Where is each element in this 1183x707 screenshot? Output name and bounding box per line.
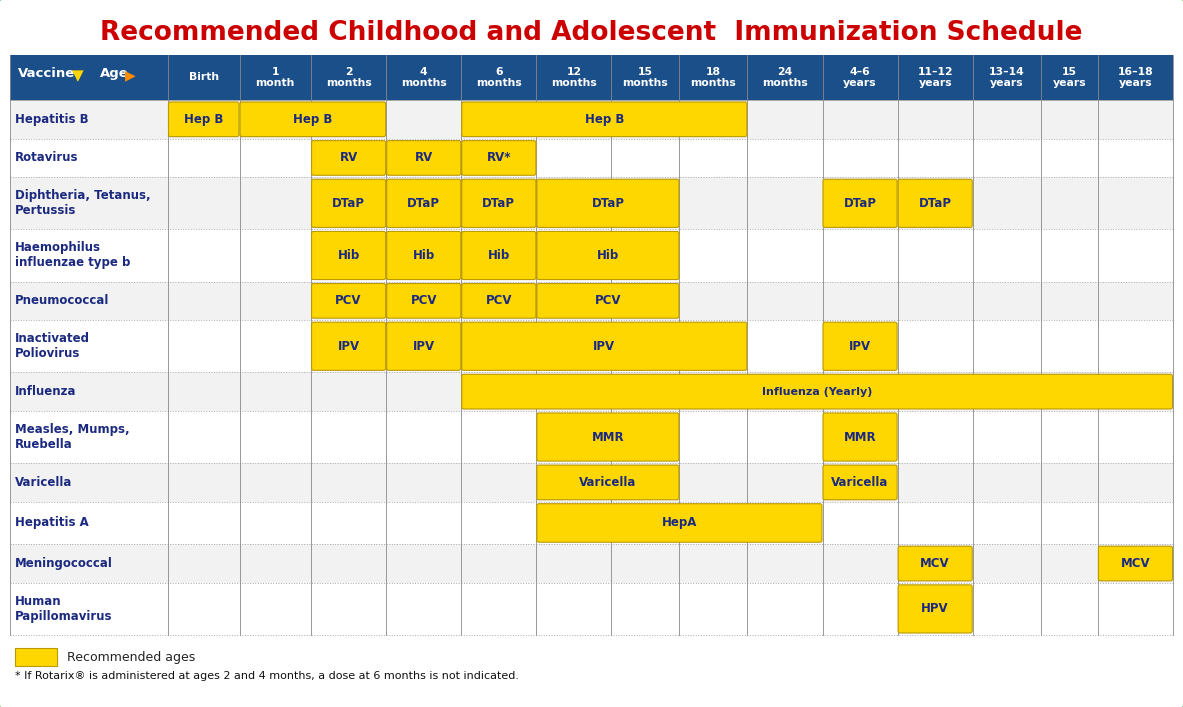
FancyBboxPatch shape bbox=[461, 231, 536, 279]
Bar bbox=[9, 544, 1174, 583]
Text: IPV: IPV bbox=[849, 340, 871, 353]
FancyBboxPatch shape bbox=[240, 102, 386, 136]
FancyBboxPatch shape bbox=[537, 231, 679, 279]
Text: Hib: Hib bbox=[596, 249, 619, 262]
Text: RV*: RV* bbox=[486, 151, 511, 165]
Bar bbox=[9, 281, 1174, 320]
Text: Hib: Hib bbox=[487, 249, 510, 262]
Text: PCV: PCV bbox=[485, 294, 512, 308]
FancyBboxPatch shape bbox=[823, 322, 897, 370]
FancyBboxPatch shape bbox=[461, 180, 536, 228]
Text: PCV: PCV bbox=[335, 294, 362, 308]
Text: Rotavirus: Rotavirus bbox=[15, 151, 78, 165]
Text: Recommended ages: Recommended ages bbox=[67, 650, 195, 663]
Text: RV: RV bbox=[414, 151, 433, 165]
Text: Varicella: Varicella bbox=[15, 476, 72, 489]
Text: RV: RV bbox=[340, 151, 357, 165]
Text: DTaP: DTaP bbox=[407, 197, 440, 210]
FancyBboxPatch shape bbox=[387, 141, 460, 175]
Text: Varicella: Varicella bbox=[832, 476, 888, 489]
Text: 11–12
years: 11–12 years bbox=[917, 67, 953, 88]
FancyBboxPatch shape bbox=[823, 465, 897, 500]
Text: MCV: MCV bbox=[1120, 557, 1150, 570]
FancyBboxPatch shape bbox=[387, 231, 460, 279]
Text: Influenza (Yearly): Influenza (Yearly) bbox=[762, 387, 872, 397]
FancyBboxPatch shape bbox=[461, 102, 746, 136]
Bar bbox=[9, 502, 1174, 544]
Text: ▶: ▶ bbox=[124, 69, 135, 83]
Text: Inactivated
Poliovirus: Inactivated Poliovirus bbox=[15, 332, 90, 361]
Bar bbox=[9, 229, 1174, 281]
Text: DTaP: DTaP bbox=[332, 197, 366, 210]
Text: HPV: HPV bbox=[922, 602, 949, 615]
FancyBboxPatch shape bbox=[311, 231, 386, 279]
Text: Birth: Birth bbox=[189, 73, 219, 83]
Text: 2
months: 2 months bbox=[325, 67, 371, 88]
FancyBboxPatch shape bbox=[168, 102, 239, 136]
Bar bbox=[9, 55, 1174, 100]
Text: MCV: MCV bbox=[920, 557, 950, 570]
FancyBboxPatch shape bbox=[537, 413, 679, 461]
Text: DTaP: DTaP bbox=[592, 197, 625, 210]
Text: 4
months: 4 months bbox=[401, 67, 447, 88]
Text: Hepatitis A: Hepatitis A bbox=[15, 517, 89, 530]
Bar bbox=[9, 373, 1174, 411]
Text: 12
months: 12 months bbox=[551, 67, 596, 88]
Text: 6
months: 6 months bbox=[476, 67, 522, 88]
Text: DTaP: DTaP bbox=[843, 197, 877, 210]
FancyBboxPatch shape bbox=[537, 180, 679, 228]
Text: Vaccine: Vaccine bbox=[18, 67, 76, 80]
FancyBboxPatch shape bbox=[898, 180, 972, 228]
Bar bbox=[9, 320, 1174, 373]
FancyBboxPatch shape bbox=[898, 547, 972, 581]
Text: Meningococcal: Meningococcal bbox=[15, 557, 112, 570]
Text: 13–14
years: 13–14 years bbox=[989, 67, 1024, 88]
FancyBboxPatch shape bbox=[537, 503, 822, 542]
Text: IPV: IPV bbox=[593, 340, 615, 353]
Text: * If Rotarix® is administered at ages 2 and 4 months, a dose at 6 months is not : * If Rotarix® is administered at ages 2 … bbox=[15, 671, 519, 681]
Text: Hep B: Hep B bbox=[584, 113, 623, 126]
FancyBboxPatch shape bbox=[1098, 547, 1172, 581]
Text: Influenza: Influenza bbox=[15, 385, 77, 398]
Bar bbox=[15, 648, 57, 666]
Text: 24
months: 24 months bbox=[762, 67, 808, 88]
FancyBboxPatch shape bbox=[387, 322, 460, 370]
Text: 18
months: 18 months bbox=[691, 67, 736, 88]
Bar bbox=[9, 177, 1174, 229]
Text: Pneumococcal: Pneumococcal bbox=[15, 294, 109, 308]
Text: DTaP: DTaP bbox=[483, 197, 516, 210]
Text: Hepatitis B: Hepatitis B bbox=[15, 113, 89, 126]
FancyBboxPatch shape bbox=[823, 413, 897, 461]
Bar bbox=[9, 583, 1174, 635]
Text: IPV: IPV bbox=[337, 340, 360, 353]
FancyBboxPatch shape bbox=[311, 180, 386, 228]
Text: 1
month: 1 month bbox=[256, 67, 295, 88]
Text: HepA: HepA bbox=[661, 517, 697, 530]
Bar bbox=[9, 411, 1174, 463]
Text: Human
Papillomavirus: Human Papillomavirus bbox=[15, 595, 112, 623]
FancyBboxPatch shape bbox=[311, 322, 386, 370]
FancyBboxPatch shape bbox=[461, 322, 746, 370]
Text: Varicella: Varicella bbox=[580, 476, 636, 489]
Text: 4–6
years: 4–6 years bbox=[843, 67, 877, 88]
Text: Measles, Mumps,
Ruebella: Measles, Mumps, Ruebella bbox=[15, 423, 130, 451]
Text: IPV: IPV bbox=[413, 340, 435, 353]
FancyBboxPatch shape bbox=[461, 374, 1172, 409]
Text: PCV: PCV bbox=[595, 294, 621, 308]
Bar bbox=[9, 139, 1174, 177]
FancyBboxPatch shape bbox=[537, 465, 679, 500]
Bar bbox=[9, 100, 1174, 139]
FancyBboxPatch shape bbox=[537, 284, 679, 318]
FancyBboxPatch shape bbox=[387, 180, 460, 228]
Text: DTaP: DTaP bbox=[919, 197, 951, 210]
Text: PCV: PCV bbox=[411, 294, 437, 308]
Text: ▼: ▼ bbox=[72, 68, 84, 83]
FancyBboxPatch shape bbox=[461, 284, 536, 318]
FancyBboxPatch shape bbox=[823, 180, 897, 228]
Text: Diphtheria, Tetanus,
Pertussis: Diphtheria, Tetanus, Pertussis bbox=[15, 189, 150, 217]
Text: Haemophilus
influenzae type b: Haemophilus influenzae type b bbox=[15, 242, 130, 269]
Text: 15
months: 15 months bbox=[622, 67, 668, 88]
Text: MMR: MMR bbox=[843, 431, 877, 443]
FancyBboxPatch shape bbox=[461, 141, 536, 175]
